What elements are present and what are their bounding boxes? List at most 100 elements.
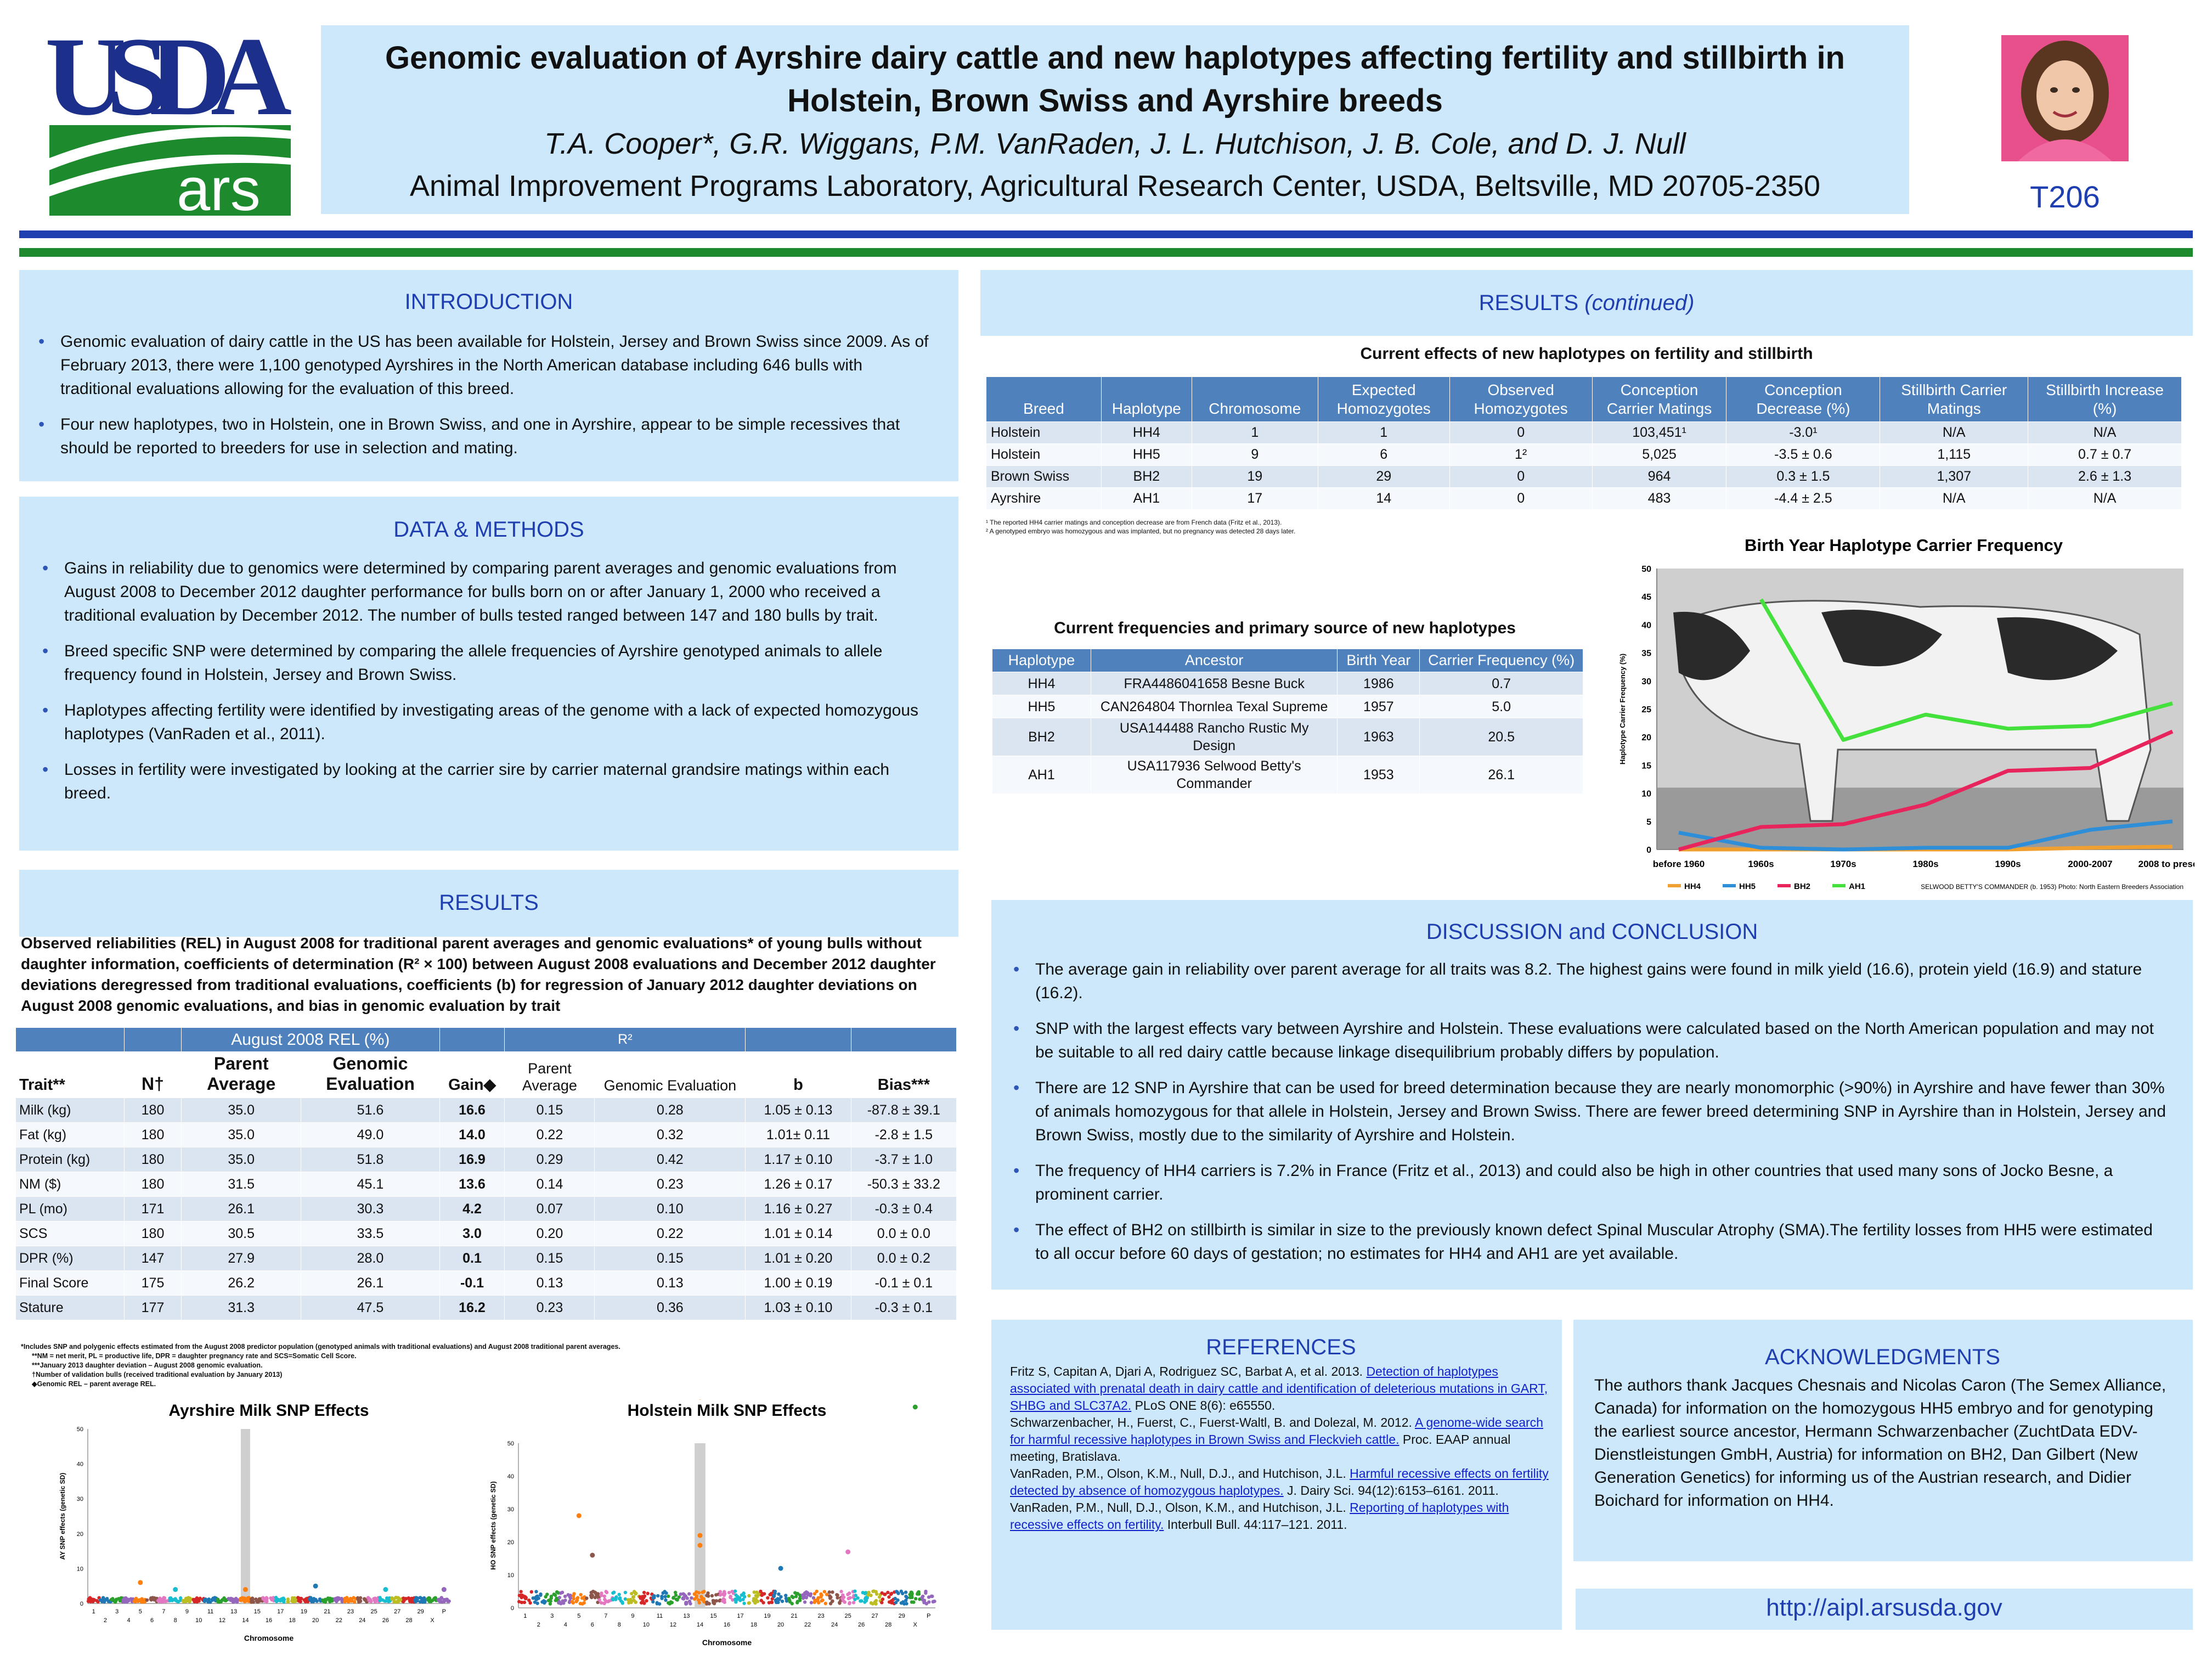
x-tick-label: 2 xyxy=(104,1617,107,1624)
snp-point xyxy=(812,1592,817,1596)
chromosome-points-21 xyxy=(787,1591,803,1606)
footer-url[interactable]: http://aipl.arsusda.gov xyxy=(1766,1594,2002,1621)
snp-point xyxy=(773,1591,777,1595)
snp-point xyxy=(571,1601,575,1605)
chromosome-points-20 xyxy=(308,1596,323,1603)
snp-point xyxy=(685,1596,689,1600)
snp-point xyxy=(572,1597,575,1601)
snp-point xyxy=(793,1591,797,1595)
table-row: SCS 180 30.5 33.5 3.0 0.20 0.22 1.01 ± 0.14 0.0 … xyxy=(15,1221,957,1246)
highlight-band xyxy=(695,1443,706,1608)
table-cell: 3.0 xyxy=(439,1221,505,1246)
haplotype-cell: HH4 xyxy=(992,672,1091,695)
snp-point xyxy=(910,1590,914,1595)
snp-point xyxy=(555,1590,559,1594)
table-cell: 51.6 xyxy=(301,1098,440,1123)
reference-text: Schwarzenbacher, H., Fuerst, C., Fuerst-… xyxy=(1010,1415,1415,1430)
snp-point xyxy=(887,1600,891,1604)
snp-point xyxy=(286,1600,290,1604)
breed-cell: Holstein xyxy=(986,421,1102,444)
snp-point xyxy=(603,1597,607,1601)
snp-point xyxy=(663,1595,667,1599)
table-cell: 0.28 xyxy=(594,1098,746,1123)
snp-point xyxy=(298,1600,302,1603)
trait-cell: PL (mo) xyxy=(15,1196,125,1222)
snp-point xyxy=(874,1599,878,1603)
col-header-r2-pa: Parent Average xyxy=(504,1051,595,1098)
x-tick-label: 15 xyxy=(710,1613,716,1619)
x-tick-label: 11 xyxy=(207,1608,213,1615)
snp-point xyxy=(681,1597,686,1601)
table-cell: 0 xyxy=(1449,465,1593,488)
reference-text: VanRaden, P.M., Olson, K.M., Null, D.J.,… xyxy=(1010,1466,1350,1481)
snp-point xyxy=(197,1599,201,1603)
snp-point xyxy=(557,1601,561,1605)
snp-point xyxy=(133,1600,137,1603)
effects-col-header: Conception Decrease (%) xyxy=(1726,376,1881,422)
chromosome-points-11 xyxy=(202,1596,218,1604)
x-tick-label: 13 xyxy=(683,1613,690,1619)
snp-point xyxy=(670,1601,674,1605)
col-header-trait: Trait** xyxy=(15,1051,125,1098)
chromosome-points-2 xyxy=(99,1596,113,1604)
snp-point xyxy=(524,1596,528,1601)
snp-point xyxy=(600,1591,603,1595)
table-cell: 175 xyxy=(123,1270,182,1296)
snp-point xyxy=(597,1598,601,1602)
reference-link[interactable]: Reporting of haplotypes with recessive e… xyxy=(1010,1500,1509,1532)
snp-point xyxy=(553,1593,557,1597)
table-cell: 1.01± 0.11 xyxy=(745,1122,851,1147)
reliability-table-wrap: August 2008 REL (%) R² Trait** N† Parent… xyxy=(15,1027,957,1320)
y-axis-label: Haplotype Carrier Frequency (%) xyxy=(1618,654,1627,764)
table-cell: -3.7 ± 1.0 xyxy=(850,1147,957,1172)
snp-point xyxy=(520,1593,524,1597)
title-banner: Genomic evaluation of Ayrshire dairy cat… xyxy=(321,25,1909,214)
reference-link[interactable]: A genome-wide search for harmful recessi… xyxy=(1010,1415,1543,1447)
cow-spot xyxy=(1997,617,2118,680)
snp-point xyxy=(162,1596,167,1600)
table-cell: 30.5 xyxy=(181,1221,302,1246)
snp-point xyxy=(803,1600,807,1604)
snp-point xyxy=(777,1592,781,1596)
snp-point xyxy=(752,1590,756,1594)
snp-point xyxy=(168,1596,172,1600)
snp-point xyxy=(801,1596,805,1600)
table-cell: 1 xyxy=(1317,421,1450,444)
table-cell: 1.16 ± 0.27 xyxy=(745,1196,851,1222)
table-cell: 1986 xyxy=(1337,672,1420,695)
snp-point xyxy=(139,1600,144,1604)
table-cell: 16.2 xyxy=(439,1295,505,1320)
x-tick-label: 23 xyxy=(817,1613,824,1619)
reference-link[interactable]: Harmful recessive effects on fertility d… xyxy=(1010,1466,1549,1498)
series-line-ah1 xyxy=(1759,598,2173,742)
snp-point xyxy=(899,1589,903,1594)
snp-point xyxy=(738,1599,742,1602)
col-header-b: b xyxy=(745,1051,851,1098)
snp-point xyxy=(548,1602,552,1606)
table-cell: 13.6 xyxy=(439,1172,505,1197)
x-tick-label: X xyxy=(430,1617,435,1624)
table-cell: 0.13 xyxy=(594,1270,746,1296)
results-title: RESULTS xyxy=(439,891,539,915)
snp-point xyxy=(423,1600,427,1604)
effects-col-header: Haplotype xyxy=(1101,376,1192,422)
reference-link[interactable]: Detection of haplotypes associated with … xyxy=(1010,1364,1548,1413)
divider-green xyxy=(19,248,2193,257)
cow-head xyxy=(1673,611,1750,680)
snp-point xyxy=(831,1590,834,1594)
table-cell: -4.4 ± 2.5 xyxy=(1726,487,1881,510)
snp-point xyxy=(755,1590,759,1594)
snp-point xyxy=(734,1593,738,1597)
snp-point xyxy=(170,1599,174,1602)
results-continued-title-main: RESULTS xyxy=(1479,291,1579,315)
references-title: REFERENCES xyxy=(1206,1335,1356,1359)
table-cell: 16.9 xyxy=(439,1147,505,1172)
y-tick-label: 5 xyxy=(1646,818,1651,827)
table-row: Final Score 175 26.2 26.1 -0.1 0.13 0.13 1.00 ±… xyxy=(15,1270,957,1296)
y-tick-label: 20 xyxy=(507,1539,514,1546)
effects-caption: Current effects of new haplotypes on fer… xyxy=(1360,345,1813,363)
snp-point xyxy=(809,1601,814,1605)
snp-point xyxy=(232,1598,236,1602)
table-cell: 0.15 xyxy=(504,1098,595,1123)
table-cell: 1.17 ± 0.10 xyxy=(745,1147,851,1172)
